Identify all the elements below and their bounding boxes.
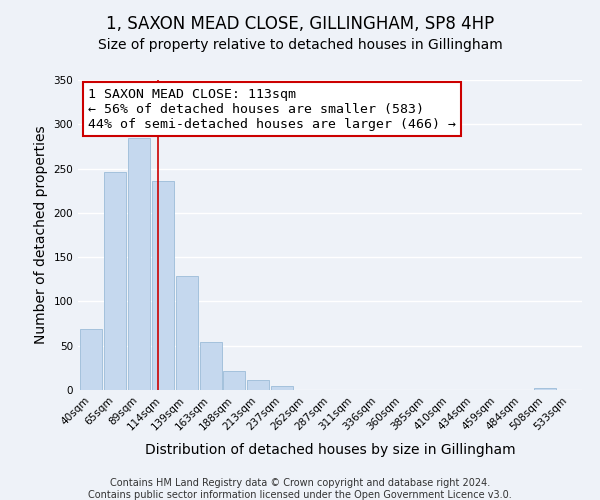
Bar [223,370,245,390]
Bar [200,342,221,390]
Bar [176,276,197,390]
X-axis label: Distribution of detached houses by size in Gillingham: Distribution of detached houses by size … [145,443,515,457]
Text: Size of property relative to detached houses in Gillingham: Size of property relative to detached ho… [98,38,502,52]
Bar [271,386,293,390]
Text: Contains public sector information licensed under the Open Government Licence v3: Contains public sector information licen… [88,490,512,500]
Y-axis label: Number of detached properties: Number of detached properties [34,126,48,344]
Bar [534,388,556,390]
Bar [128,138,150,390]
Bar [80,329,102,390]
Bar [247,380,269,390]
Text: 1 SAXON MEAD CLOSE: 113sqm
← 56% of detached houses are smaller (583)
44% of sem: 1 SAXON MEAD CLOSE: 113sqm ← 56% of deta… [88,88,456,130]
Bar [152,181,174,390]
Text: 1, SAXON MEAD CLOSE, GILLINGHAM, SP8 4HP: 1, SAXON MEAD CLOSE, GILLINGHAM, SP8 4HP [106,15,494,33]
Bar [104,172,126,390]
Text: Contains HM Land Registry data © Crown copyright and database right 2024.: Contains HM Land Registry data © Crown c… [110,478,490,488]
